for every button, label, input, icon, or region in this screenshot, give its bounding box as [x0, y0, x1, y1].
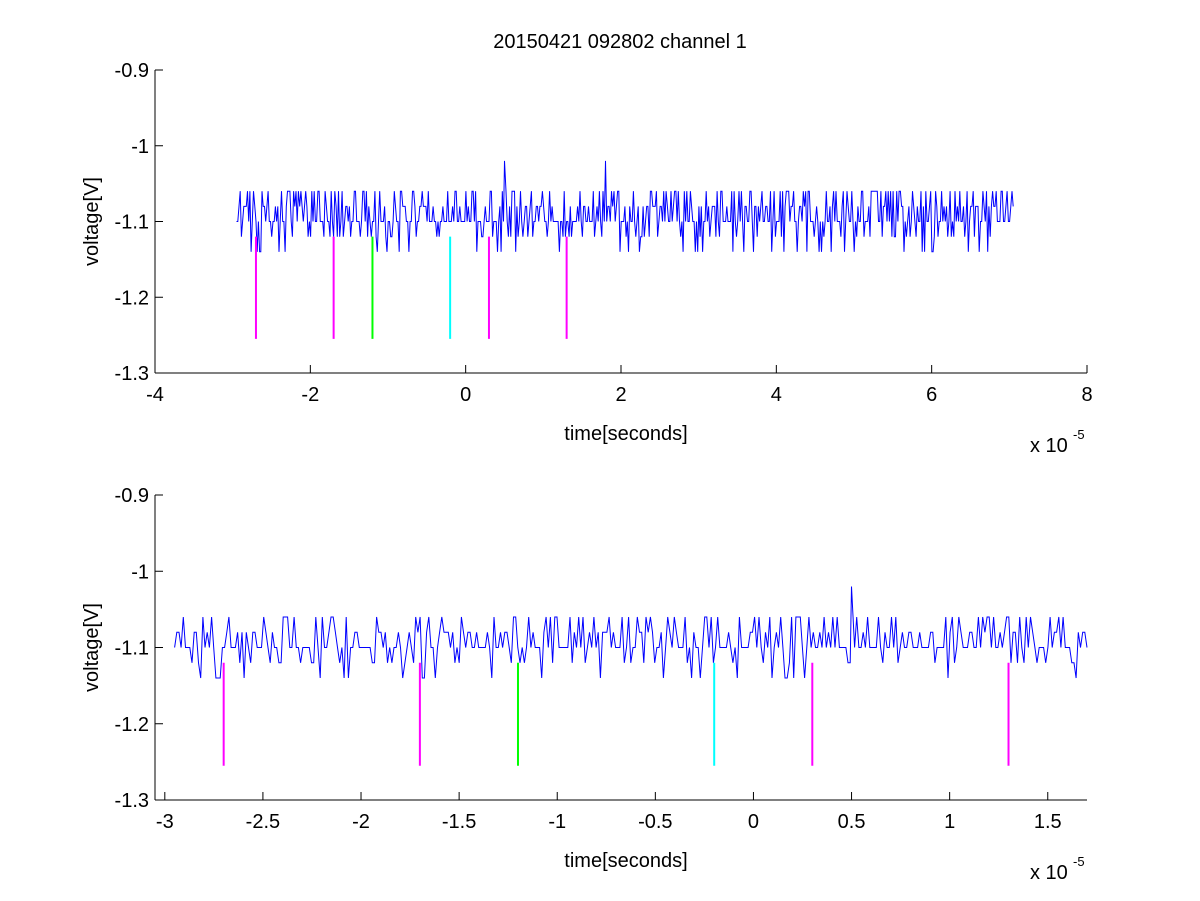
x-tick-label: -4: [146, 384, 164, 406]
bottom-plot: -3 -2.5 -2 -1.5 -1 -0.5 0 0.5 1 1.5 -1.3 -1.2 -1.1 -1…: [81, 485, 1088, 884]
x-tick-label: 0.5: [838, 811, 866, 833]
x-exponent-power: -5: [1073, 854, 1085, 869]
y-axis-label: voltage[V]: [81, 603, 103, 692]
x-tick-label: 4: [771, 384, 782, 406]
signal-trace: [236, 160, 1014, 253]
x-tick-label: 1.5: [1034, 811, 1062, 833]
y-tick-label: -1.3: [115, 363, 149, 385]
y-tick-label: -1: [131, 136, 149, 158]
x-tick-label: -2: [301, 384, 319, 406]
x-axis-label: time[seconds]: [564, 850, 687, 872]
y-tick-label: -1.1: [115, 638, 149, 660]
top-plot: -4 -2 0 2 4 6 8 -1.3 -1.2 -1.1 -1 -0.9 time[seconds]…: [81, 60, 1093, 457]
y-tick-label: -1.1: [115, 212, 149, 234]
x-tick-label: 6: [926, 384, 937, 406]
y-tick-label: -1.3: [115, 790, 149, 812]
x-exponent-label: x 10: [1030, 435, 1068, 457]
y-tick-label: -0.9: [115, 60, 149, 82]
x-tick-label: 0: [748, 811, 759, 833]
x-tick-label: -1: [548, 811, 566, 833]
figure-title: 20150421 092802 channel 1: [493, 31, 747, 53]
x-tick-label: 2: [615, 384, 626, 406]
x-tick-label: -1.5: [442, 811, 476, 833]
x-tick-label: -3: [156, 811, 174, 833]
x-tick-label: -0.5: [638, 811, 672, 833]
y-tick-label: -1.2: [115, 714, 149, 736]
x-tick-label: -2.5: [246, 811, 280, 833]
signal-trace: [174, 586, 1088, 679]
x-tick-label: 1: [944, 811, 955, 833]
x-tick-label: 0: [460, 384, 471, 406]
x-exponent-power: -5: [1073, 427, 1085, 442]
y-tick-label: -1.2: [115, 287, 149, 309]
y-tick-label: -1: [131, 561, 149, 583]
x-tick-label: -2: [352, 811, 370, 833]
x-exponent-label: x 10: [1030, 862, 1068, 884]
y-tick-label: -0.9: [115, 485, 149, 507]
y-axis-label: voltage[V]: [81, 177, 103, 266]
x-tick-label: 8: [1081, 384, 1092, 406]
x-axis-label: time[seconds]: [564, 423, 687, 445]
